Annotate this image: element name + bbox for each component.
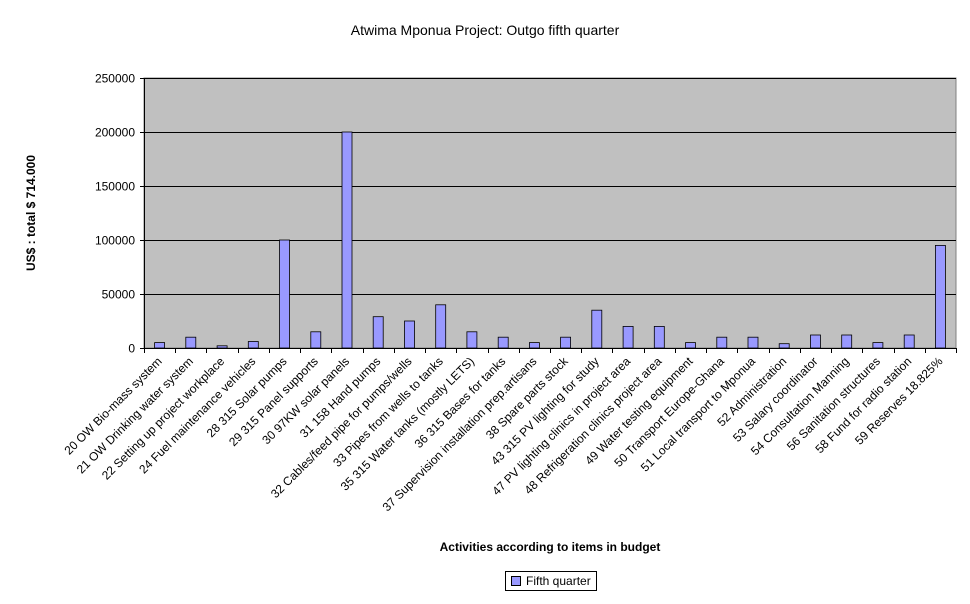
bar	[341, 131, 353, 349]
y-tick-label: 50000	[102, 288, 136, 302]
y-tick-label: 100000	[95, 234, 135, 248]
bar	[154, 342, 166, 349]
y-tick-label: 150000	[95, 180, 135, 194]
bar	[591, 309, 603, 349]
y-tick-label: 250000	[95, 72, 135, 86]
x-tick-label: 22 Setting up project workplace	[99, 354, 228, 483]
bar	[935, 244, 946, 349]
legend: Fifth quarter	[505, 571, 597, 591]
y-tick-label: 200000	[95, 126, 135, 140]
x-axis-label: Activities according to items in budget	[439, 540, 661, 554]
bar	[279, 239, 290, 349]
x-tick-label: 21 OW Drinking water system	[74, 354, 196, 476]
bar	[529, 342, 540, 349]
chart-title: Atwima Mponua Project: Outgo fifth quart…	[350, 22, 620, 38]
bar	[747, 336, 759, 349]
bar	[216, 345, 228, 349]
bar	[310, 331, 322, 349]
bar	[247, 341, 259, 349]
bar	[497, 336, 509, 349]
bar	[560, 336, 571, 349]
bar	[404, 320, 415, 349]
bar	[903, 334, 915, 349]
bar	[841, 334, 853, 349]
bar	[716, 336, 728, 349]
bar	[372, 316, 384, 349]
bar	[872, 342, 884, 349]
bar	[778, 343, 790, 349]
bar	[622, 325, 634, 349]
bar	[653, 325, 665, 349]
legend-swatch	[511, 576, 521, 586]
bar	[466, 331, 478, 349]
bar	[685, 342, 696, 349]
plot-area	[143, 77, 957, 349]
bar	[810, 334, 821, 349]
bar	[435, 304, 447, 349]
legend-label: Fifth quarter	[526, 574, 591, 588]
bar	[185, 336, 197, 349]
y-tick-label: 0	[128, 342, 135, 356]
